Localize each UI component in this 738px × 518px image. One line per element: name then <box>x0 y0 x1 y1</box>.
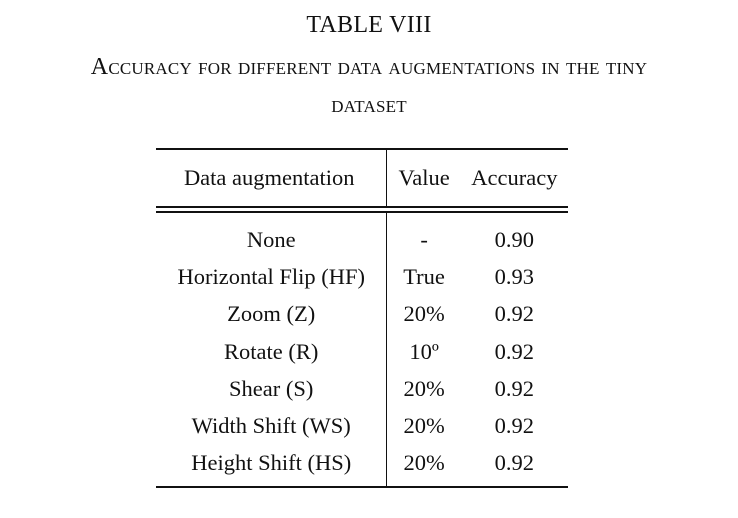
header-accuracy: Accuracy <box>460 148 568 210</box>
caption-line-1: Accuracy for different data augmentation… <box>90 54 648 80</box>
results-table: Data augmentation Value Accuracy None - … <box>156 148 568 489</box>
results-table-container: Data augmentation Value Accuracy None - … <box>156 148 568 489</box>
cell-value: 20% <box>403 413 445 439</box>
cell-value: 20% <box>403 375 445 401</box>
table-row: Shear (S) 20% 0.92 <box>156 370 568 408</box>
table-row: Horizontal Flip (HF) True 0.93 <box>156 258 568 296</box>
cell-accuracy: 0.92 <box>494 413 535 439</box>
cell-accuracy: 0.93 <box>494 263 535 289</box>
cell-accuracy: 0.92 <box>494 301 535 327</box>
table-row: Height Shift (HS) 20% 0.92 <box>156 444 568 488</box>
header-value: Value <box>386 148 461 210</box>
cell-augmentation: Height Shift (HS) <box>156 444 388 488</box>
caption-line-2: dataset <box>331 92 407 118</box>
cell-value: 20% <box>403 301 445 327</box>
cell-value: 20% <box>403 450 445 476</box>
cell-accuracy: 0.92 <box>494 450 535 476</box>
header-row: Data augmentation Value Accuracy <box>156 148 568 210</box>
table-row: None - 0.90 <box>156 209 568 259</box>
cell-augmentation: Width Shift (WS) <box>156 407 388 445</box>
table-row: Width Shift (WS) 20% 0.92 <box>156 407 568 445</box>
cell-augmentation: Horizontal Flip (HF) <box>156 258 388 296</box>
cell-augmentation: Rotate (R) <box>156 332 388 371</box>
table-number: TABLE VIII <box>306 12 432 38</box>
cell-accuracy: 0.92 <box>494 338 535 364</box>
cell-augmentation: Zoom (Z) <box>156 295 388 333</box>
cell-augmentation: None <box>156 209 388 259</box>
cell-accuracy: 0.92 <box>494 375 535 401</box>
cell-accuracy: 0.90 <box>494 226 535 252</box>
cell-value: True <box>403 263 445 289</box>
header-data-augmentation: Data augmentation <box>156 148 388 210</box>
cell-value: 10º <box>409 338 439 364</box>
table-caption: Accuracy for different data augmentation… <box>0 48 738 124</box>
table-row: Zoom (Z) 20% 0.92 <box>156 295 568 333</box>
cell-augmentation: Shear (S) <box>156 370 388 408</box>
table-row: Rotate (R) 10º 0.92 <box>156 332 568 371</box>
cell-value: - <box>420 226 428 252</box>
